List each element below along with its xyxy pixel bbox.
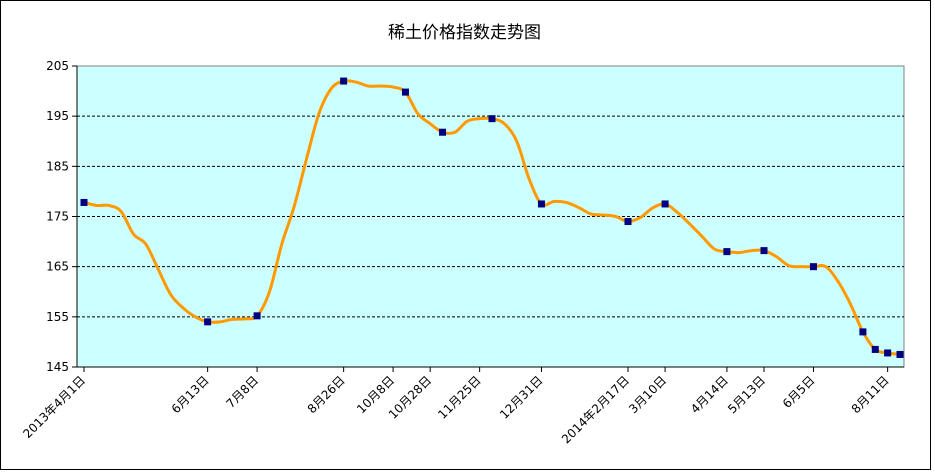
data-point-marker — [624, 218, 632, 226]
y-tick-label: 195 — [46, 109, 69, 123]
data-point-marker — [439, 128, 447, 136]
data-point-marker — [204, 318, 212, 326]
data-point-marker — [884, 349, 892, 357]
data-point-marker — [488, 115, 496, 123]
data-point-marker — [871, 345, 879, 353]
y-tick-label: 175 — [46, 210, 69, 224]
x-tick-label: 7月8日 — [224, 373, 262, 411]
data-point-marker — [896, 350, 904, 358]
data-point-marker — [760, 247, 768, 255]
x-tick-label: 6月13日 — [169, 373, 212, 416]
y-tick-label: 165 — [46, 260, 69, 274]
y-tick-label: 155 — [46, 310, 69, 324]
data-point-marker — [723, 248, 731, 256]
data-point-marker — [809, 263, 817, 271]
x-tick-label: 6月5日 — [780, 373, 818, 411]
data-point-marker — [401, 88, 409, 96]
data-point-marker — [537, 200, 545, 208]
x-tick-label: 12月31日 — [497, 373, 545, 421]
x-tick-label: 4月14日 — [688, 373, 731, 416]
data-point-marker — [859, 328, 867, 336]
x-tick-label: 8月26日 — [305, 373, 348, 416]
x-tick-label: 5月13日 — [725, 373, 768, 416]
x-tick-label: 8月11日 — [849, 373, 892, 416]
y-tick-label: 205 — [46, 59, 69, 73]
data-point-marker — [80, 198, 88, 206]
x-tick-label: 2013年4月1日 — [20, 373, 88, 441]
data-point-marker — [253, 312, 261, 320]
data-point-marker — [340, 77, 348, 85]
y-tick-label: 145 — [46, 360, 69, 374]
x-tick-label: 2014年2月17日 — [559, 373, 632, 446]
chart-title: 稀土价格指数走势图 — [388, 23, 541, 43]
data-point-marker — [661, 200, 669, 208]
x-tick-label: 11月25日 — [435, 373, 483, 421]
y-tick-label: 185 — [46, 159, 69, 173]
x-tick-label: 3月10日 — [626, 373, 669, 416]
